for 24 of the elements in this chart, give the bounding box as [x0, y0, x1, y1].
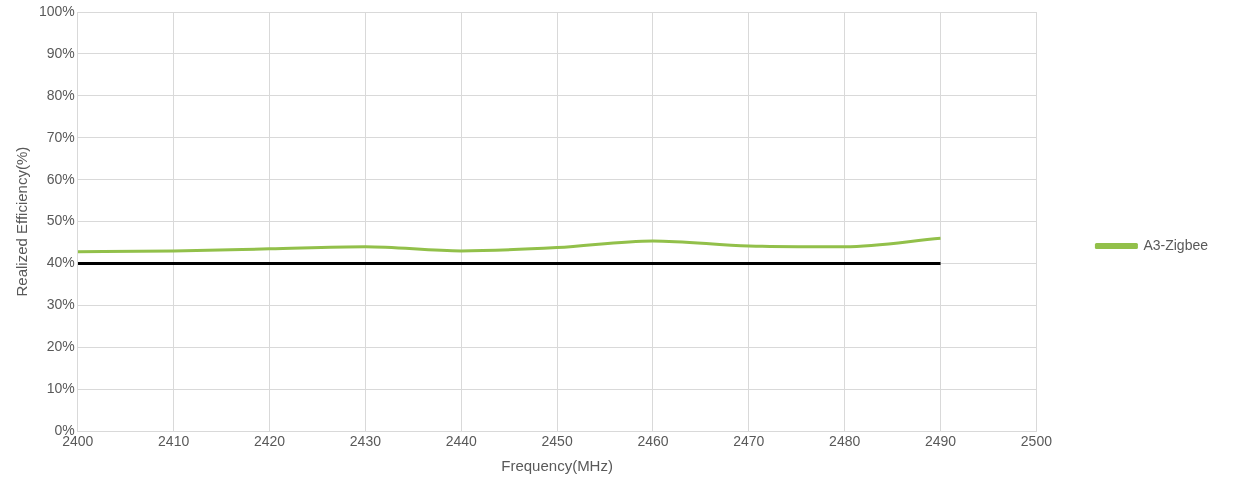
y-tick-label: 60% — [46, 170, 75, 187]
y-tick-label: 80% — [46, 86, 75, 103]
y-tick-label: 30% — [46, 296, 75, 313]
y-tick-label: 10% — [46, 380, 75, 397]
y-tick-label: 90% — [46, 44, 75, 61]
x-tick-label: 2440 — [445, 433, 478, 450]
y-tick-label: 100% — [38, 2, 75, 19]
y-tick-label: 40% — [46, 254, 75, 271]
x-tick-label: 2430 — [349, 433, 382, 450]
x-tick-label: 2500 — [1020, 433, 1053, 450]
y-axis-title: Realized Efficiency(%) — [13, 146, 31, 297]
legend-label: A3-Zigbee — [1143, 236, 1209, 253]
y-tick-label: 70% — [46, 128, 75, 145]
y-tick-label: 50% — [46, 212, 75, 229]
x-tick-label: 2450 — [541, 433, 573, 450]
y-tick-label: 20% — [46, 338, 75, 355]
x-tick-label: 2490 — [924, 433, 957, 450]
x-tick-label: 2470 — [733, 433, 765, 450]
x-tick-label: 2460 — [637, 433, 669, 450]
x-axis-title: Frequency(MHz) — [501, 457, 613, 475]
x-tick-label: 2410 — [158, 433, 190, 450]
x-tick-label: 2420 — [253, 433, 286, 450]
line-series — [77, 236, 943, 254]
x-tick-label: 2480 — [829, 433, 861, 450]
